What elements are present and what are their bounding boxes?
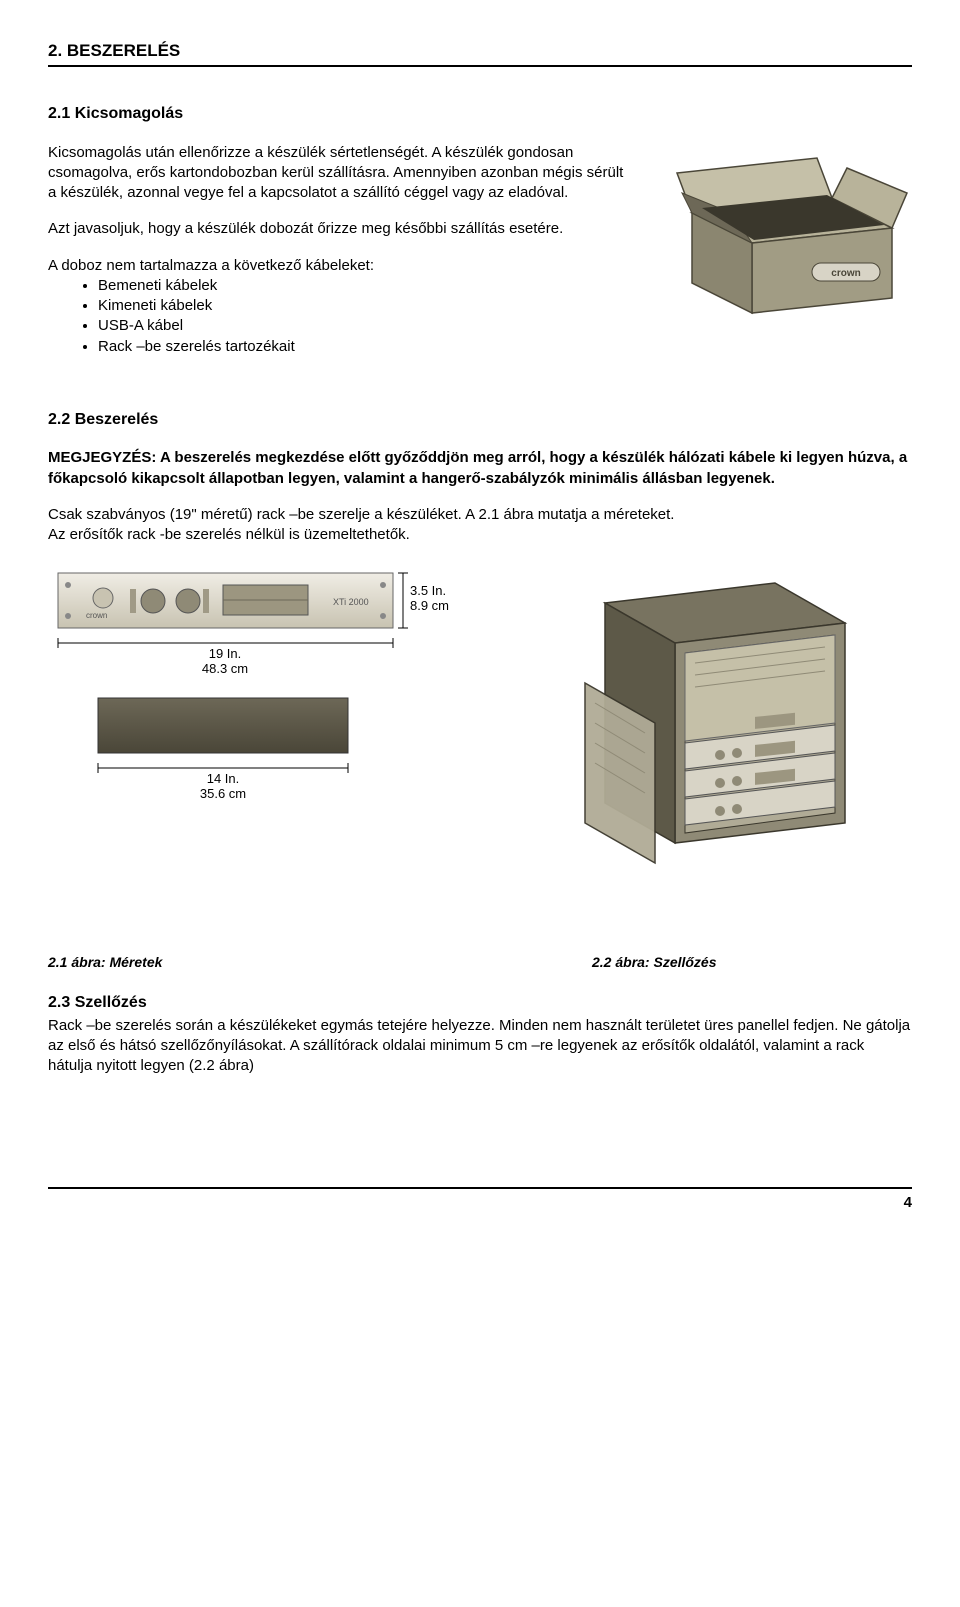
svg-text:XTi 2000: XTi 2000 [333, 597, 369, 607]
box-brand-label: crown [831, 268, 860, 279]
figure-rack [498, 563, 912, 883]
svg-text:3.5 In.: 3.5 In. [410, 583, 446, 598]
svg-text:8.9 cm: 8.9 cm [410, 598, 449, 613]
svg-text:48.3 cm: 48.3 cm [202, 661, 248, 676]
caption-22: 2.2 ábra: Szellőzés [592, 953, 912, 972]
subsection-23-title: 2.3 Szellőzés [48, 992, 912, 1014]
svg-text:crown: crown [86, 611, 107, 620]
s21-bullets: Bemeneti kábelek Kimeneti kábelek USB-A … [48, 276, 632, 357]
s22-p2: Csak szabványos (19" méretű) rack –be sz… [48, 505, 912, 546]
caption-21: 2.1 ábra: Méretek [48, 953, 592, 972]
subsection-22-title: 2.2 Beszerelés [48, 409, 912, 431]
s21-p1: Kicsomagolás után ellenőrizze a készülék… [48, 143, 632, 204]
subsection-21-title: 2.1 Kicsomagolás [48, 103, 912, 125]
s21-p3: A doboz nem tartalmazza a következő kábe… [48, 256, 632, 276]
bullet-1: Bemeneti kábelek [98, 276, 632, 296]
s23-p1: Rack –be szerelés során a készülékeket e… [48, 1016, 912, 1077]
svg-text:14 In.: 14 In. [207, 771, 240, 786]
s22-note: MEGJEGYZÉS: A beszerelés megkezdése előt… [48, 448, 912, 489]
svg-text:35.6 cm: 35.6 cm [200, 786, 246, 801]
figure-dimensions: XTi 2000 crown 3.5 In. 8.9 cm 19 In. 48.… [48, 563, 468, 813]
svg-text:19 In.: 19 In. [209, 646, 242, 661]
section-title: 2. BESZERELÉS [48, 40, 912, 67]
bullet-4: Rack –be szerelés tartozékait [98, 337, 632, 357]
bullet-3: USB-A kábel [98, 316, 632, 336]
page-number: 4 [48, 1187, 912, 1213]
box-illustration: crown [652, 143, 912, 323]
s21-p2: Azt javasoljuk, hogy a készülék dobozát … [48, 219, 632, 239]
bullet-2: Kimeneti kábelek [98, 296, 632, 316]
